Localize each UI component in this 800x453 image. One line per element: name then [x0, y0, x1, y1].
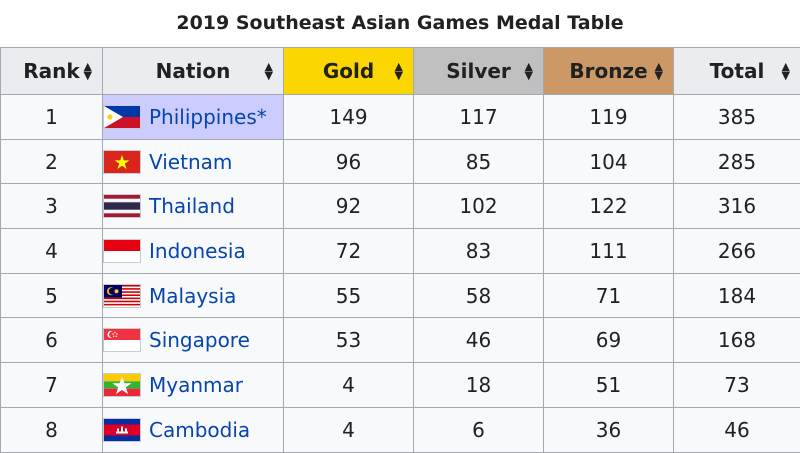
column-header-nation[interactable]: Nation ▲▼ [103, 48, 284, 95]
nation-link[interactable]: Philippines* [149, 105, 267, 129]
total-cell: 266 [674, 229, 800, 274]
rank-cell: 7 [1, 363, 103, 408]
malaysia-flag-icon [103, 284, 141, 308]
nation-cell: Vietnam [103, 139, 284, 184]
silver-cell: 46 [414, 318, 544, 363]
nation-cell: Cambodia [103, 407, 284, 452]
bronze-cell: 122 [544, 184, 674, 229]
gold-cell: 4 [284, 407, 414, 452]
column-header-label: Rank [23, 59, 79, 83]
bronze-cell: 111 [544, 229, 674, 274]
bronze-cell: 71 [544, 273, 674, 318]
table-row: 6 Singapore 53 46 69 168 [1, 318, 800, 363]
silver-cell: 117 [414, 95, 544, 140]
column-header-total[interactable]: Total ▲▼ [674, 48, 800, 95]
silver-cell: 6 [414, 407, 544, 452]
nation-cell: Myanmar [103, 363, 284, 408]
column-header-label: Bronze [569, 59, 647, 83]
gold-cell: 72 [284, 229, 414, 274]
nation-link[interactable]: Thailand [149, 194, 235, 218]
philippines-flag-icon [103, 105, 141, 129]
gold-cell: 92 [284, 184, 414, 229]
sort-icon[interactable]: ▲▼ [525, 62, 533, 80]
nation-link[interactable]: Malaysia [149, 284, 236, 308]
nation-cell: Philippines* [103, 95, 284, 140]
column-header-label: Silver [446, 59, 511, 83]
sort-icon[interactable]: ▲▼ [655, 62, 663, 80]
myanmar-flag-icon [103, 373, 141, 397]
silver-cell: 102 [414, 184, 544, 229]
nation-link[interactable]: Myanmar [149, 373, 243, 397]
table-row: 4 Indonesia 72 83 111 266 [1, 229, 800, 274]
rank-cell: 5 [1, 273, 103, 318]
total-cell: 184 [674, 273, 800, 318]
rank-cell: 4 [1, 229, 103, 274]
rank-cell: 3 [1, 184, 103, 229]
total-cell: 73 [674, 363, 800, 408]
bronze-cell: 119 [544, 95, 674, 140]
table-row: 7 Myanmar 4 18 51 73 [1, 363, 800, 408]
sort-icon[interactable]: ▲▼ [265, 62, 273, 80]
gold-cell: 149 [284, 95, 414, 140]
rank-cell: 8 [1, 407, 103, 452]
silver-cell: 18 [414, 363, 544, 408]
column-header-label: Total [710, 59, 765, 83]
column-header-label: Gold [323, 59, 374, 83]
column-header-silver[interactable]: Silver ▲▼ [414, 48, 544, 95]
medal-table: Rank ▲▼ Nation ▲▼ Gold ▲▼ Silver ▲▼ Bron… [0, 47, 800, 453]
column-header-gold[interactable]: Gold ▲▼ [284, 48, 414, 95]
column-header-rank[interactable]: Rank ▲▼ [1, 48, 103, 95]
total-cell: 285 [674, 139, 800, 184]
total-cell: 168 [674, 318, 800, 363]
nation-cell: Indonesia [103, 229, 284, 274]
total-cell: 385 [674, 95, 800, 140]
sort-icon[interactable]: ▲▼ [395, 62, 403, 80]
table-row: 8 Cambodia 4 6 36 46 [1, 407, 800, 452]
nation-link[interactable]: Cambodia [149, 418, 250, 442]
gold-cell: 55 [284, 273, 414, 318]
total-cell: 46 [674, 407, 800, 452]
bronze-cell: 36 [544, 407, 674, 452]
singapore-flag-icon [103, 328, 141, 352]
column-header-label: Nation [156, 59, 231, 83]
nation-cell: Singapore [103, 318, 284, 363]
silver-cell: 58 [414, 273, 544, 318]
nation-link[interactable]: Indonesia [149, 239, 246, 263]
cambodia-flag-icon [103, 418, 141, 442]
gold-cell: 53 [284, 318, 414, 363]
silver-cell: 83 [414, 229, 544, 274]
header-row: Rank ▲▼ Nation ▲▼ Gold ▲▼ Silver ▲▼ Bron… [1, 48, 800, 95]
rank-cell: 2 [1, 139, 103, 184]
column-header-bronze[interactable]: Bronze ▲▼ [544, 48, 674, 95]
silver-cell: 85 [414, 139, 544, 184]
nation-cell: Thailand [103, 184, 284, 229]
table-row: 3 Thailand 92 102 122 316 [1, 184, 800, 229]
bronze-cell: 69 [544, 318, 674, 363]
thailand-flag-icon [103, 194, 141, 218]
bronze-cell: 104 [544, 139, 674, 184]
table-row: 5 Malaysia 55 58 71 184 [1, 273, 800, 318]
nation-cell: Malaysia [103, 273, 284, 318]
rank-cell: 6 [1, 318, 103, 363]
rank-cell: 1 [1, 95, 103, 140]
sort-icon[interactable]: ▲▼ [782, 62, 790, 80]
bronze-cell: 51 [544, 363, 674, 408]
nation-link[interactable]: Vietnam [149, 150, 232, 174]
gold-cell: 4 [284, 363, 414, 408]
vietnam-flag-icon [103, 150, 141, 174]
table-row: 1 Philippines* 149 117 119 385 [1, 95, 800, 140]
gold-cell: 96 [284, 139, 414, 184]
total-cell: 316 [674, 184, 800, 229]
sort-icon[interactable]: ▲▼ [84, 62, 92, 80]
table-row: 2 Vietnam 96 85 104 285 [1, 139, 800, 184]
table-caption: 2019 Southeast Asian Games Medal Table [0, 0, 800, 46]
indonesia-flag-icon [103, 239, 141, 263]
nation-link[interactable]: Singapore [149, 328, 250, 352]
